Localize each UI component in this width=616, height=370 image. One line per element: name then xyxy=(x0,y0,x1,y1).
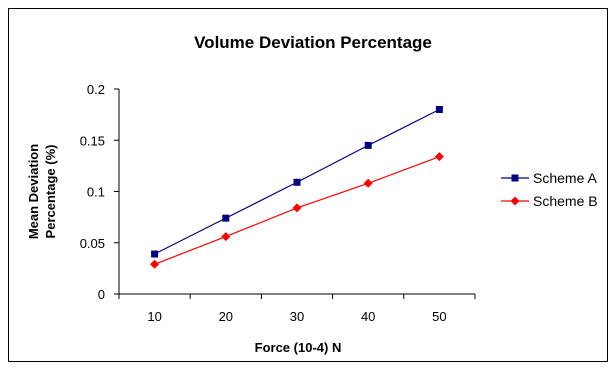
series-group xyxy=(150,106,444,269)
x-tick-label: 30 xyxy=(290,309,304,324)
legend-marker xyxy=(510,196,520,206)
y-tick-label: 0 xyxy=(98,287,105,302)
legend-label: Scheme A xyxy=(533,170,597,186)
data-point-marker xyxy=(434,152,444,162)
x-tick-label: 20 xyxy=(219,309,233,324)
data-point-marker xyxy=(222,214,230,222)
y-axis-label: Mean Deviation Percentage (%) xyxy=(26,144,58,239)
y-tick-label: 0.1 xyxy=(87,185,105,200)
data-point-marker xyxy=(364,141,372,149)
chart-title: Volume Deviation Percentage xyxy=(194,33,432,52)
y-axis-label-text: Mean Deviation Percentage (%) xyxy=(26,144,58,239)
legend-label: Scheme B xyxy=(533,193,598,209)
data-point-marker xyxy=(151,250,159,258)
data-point-marker xyxy=(150,259,160,269)
axes xyxy=(114,88,476,299)
data-point-marker xyxy=(292,203,302,213)
data-point-marker xyxy=(221,232,231,242)
data-point-marker xyxy=(293,178,301,186)
chart-frame xyxy=(8,8,608,362)
y-axis-label-line: Percentage (%) xyxy=(43,145,58,239)
y-tick-label: 0.15 xyxy=(80,133,105,148)
y-tick-label: 0.05 xyxy=(80,236,105,251)
x-tick-label: 50 xyxy=(432,309,446,324)
y-axis-label-line: Mean Deviation xyxy=(26,144,41,239)
legend: Scheme A Scheme B xyxy=(501,170,598,209)
x-tick-label: 10 xyxy=(147,309,161,324)
y-tick-label: 0.2 xyxy=(87,82,105,97)
tick-labels: 0 0.05 0.1 0.15 0.2 10 20 30 40 50 xyxy=(80,82,447,324)
legend-marker xyxy=(511,174,519,182)
x-axis-label: Force (10-4) N xyxy=(255,340,342,355)
data-point-marker xyxy=(435,106,443,113)
data-point-marker xyxy=(363,178,373,188)
x-tick-label: 40 xyxy=(361,309,375,324)
